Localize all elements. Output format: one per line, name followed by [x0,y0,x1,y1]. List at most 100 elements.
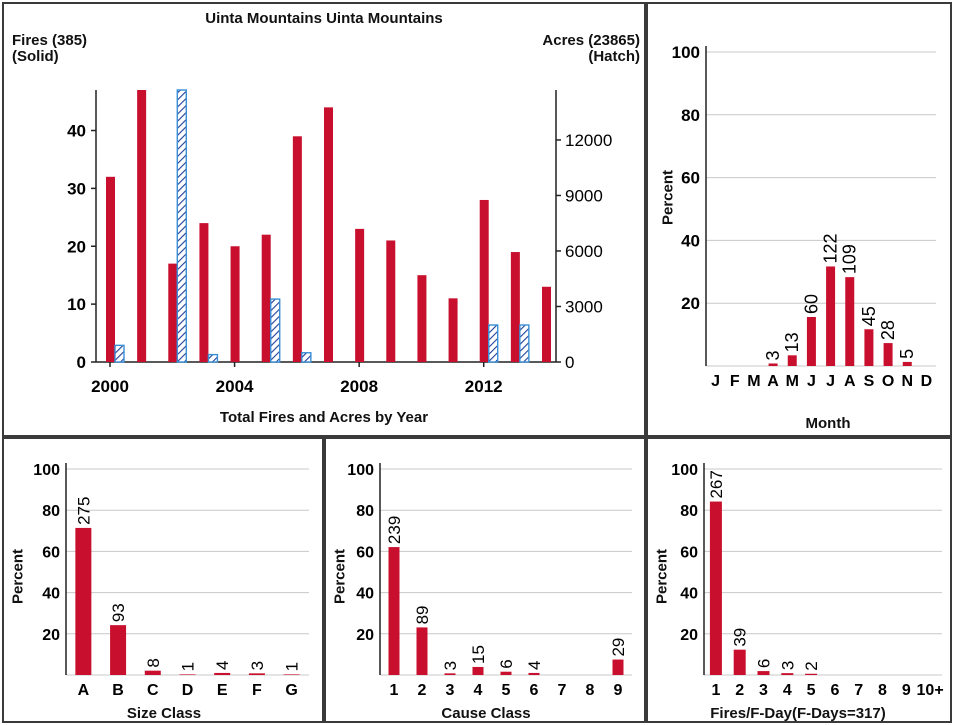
month-category-label: J [807,373,816,390]
month-category-label: D [921,373,933,390]
month-category-label: N [901,373,913,390]
perday-category-label: 1 [711,682,720,699]
cause-y-tick-label: 20 [356,627,374,644]
cause-bar [528,672,540,675]
yearly-chart-panel: Uinta Mountains Uinta Mountains Fires (3… [2,2,646,437]
month-data-label: 28 [878,320,898,340]
yearly-left-tick-label: 20 [67,237,86,256]
month-category-label: A [767,373,779,390]
yearly-fires-bar [510,252,520,362]
month-category-label: M [786,373,799,390]
perday-category-label: 10+ [917,682,944,699]
cause-bar [612,659,624,675]
fires-axis-label: Fires (385) [12,32,88,49]
yearly-x-tick-label: 2004 [216,377,254,396]
size-bar [214,672,231,675]
yearly-x-axis-title: Total Fires and Acres by Year [219,409,429,426]
cause-category-label: 6 [530,682,539,699]
size-y-tick-label: 20 [42,627,60,644]
cause-category-label: 4 [474,682,483,699]
perday-category-label: 7 [854,682,863,699]
yearly-acres-bar [301,352,312,363]
yearly-acres-bar [207,353,219,363]
month-y-tick-label: 40 [681,231,700,250]
month-data-label: 5 [897,349,917,359]
size-category-label: F [252,682,262,699]
month-bar [902,361,912,366]
perday-y-tick-label: 80 [680,503,698,520]
cause-data-label: 4 [525,660,544,669]
cause-y-tick-label: 100 [347,462,374,479]
cause-y-tick-label: 60 [356,544,374,561]
size-data-label: 93 [109,603,128,622]
size-data-label: 3 [248,661,267,670]
yearly-x-tick-label: 2000 [91,377,129,396]
yearly-fires-bar [168,263,178,362]
cause-category-label: 1 [390,682,399,699]
month-category-label: F [730,373,740,390]
yearly-acres-bar [519,324,530,363]
month-category-label: S [864,373,875,390]
size-data-label: 275 [74,497,93,525]
cause-category-label: 9 [614,682,623,699]
yearly-chart-title: Uinta Mountains Uinta Mountains [205,10,443,27]
month-data-label: 3 [763,350,783,360]
yearly-left-tick-label: 0 [77,353,86,372]
cause-category-label: 8 [586,682,595,699]
size-category-label: B [112,682,124,699]
fires-per-day-x-axis-title: Fires/F-Day(F-Days=317) [710,705,886,722]
yearly-fires-bar [448,298,458,362]
fires-axis-sublabel: (Solid) [12,48,59,65]
yearly-acres-bar [270,298,281,363]
month-data-label: 45 [859,306,879,326]
acres-axis-sublabel: (Hatch) [588,48,640,65]
cause-data-label: 15 [469,645,488,664]
month-category-label: A [844,373,856,390]
size-category-label: C [147,682,159,699]
month-data-label: 109 [840,244,860,274]
perday-bar [733,649,746,675]
yearly-right-tick-label: 9000 [565,186,603,205]
size-bar [144,670,161,675]
size-data-label: 1 [283,662,302,671]
yearly-fires-bar [355,228,365,362]
fires-per-day-chart-panel: Percent Fires/F-Day(F-Days=317) 20 40 60 80… [646,437,952,723]
perday-y-tick-label: 20 [680,627,698,644]
size-data-label: 4 [213,660,232,669]
yearly-fires-bar [137,90,147,362]
yearly-right-tick-label: 12000 [565,131,612,150]
month-y-tick-label: 20 [681,294,700,313]
yearly-fires-bar [292,136,302,362]
perday-y-tick-label: 100 [671,462,698,479]
yearly-right-tick-label: 3000 [565,297,603,316]
size-bar [283,674,300,675]
yearly-left-tick-label: 30 [67,179,86,198]
size-bar [179,674,196,675]
cause-bar [416,627,428,675]
cause-data-label: 239 [385,516,404,544]
cause-category-label: 5 [502,682,511,699]
month-y-tick-label: 100 [672,43,700,62]
yearly-fires-bar [106,176,115,362]
cause-category-label: 7 [558,682,567,699]
perday-category-label: 6 [830,682,839,699]
month-x-axis-title: Month [805,415,851,432]
size-y-tick-label: 100 [33,462,60,479]
size-class-bar-chart: 20 40 60 80 100 275 A 93 B 8 C 1 D 4 E 3 F 1 G [33,462,309,699]
month-data-label: 13 [782,332,802,352]
yearly-fires-bar [230,246,240,362]
perday-bar [757,671,770,675]
yearly-bar-chart: 0 10 20 30 40 0 3000 6000 9000 12000 2000 2004 2008 2… [67,89,612,396]
size-data-label: 8 [144,658,163,667]
month-bar [787,355,797,366]
cause-y-tick-label: 40 [356,586,374,603]
size-category-label: G [285,682,297,699]
perday-data-label: 2 [802,661,821,670]
size-category-label: D [182,682,194,699]
perday-category-label: 5 [807,682,816,699]
month-category-label: O [882,373,894,390]
month-bar [768,363,778,366]
month-category-label: J [711,373,720,390]
